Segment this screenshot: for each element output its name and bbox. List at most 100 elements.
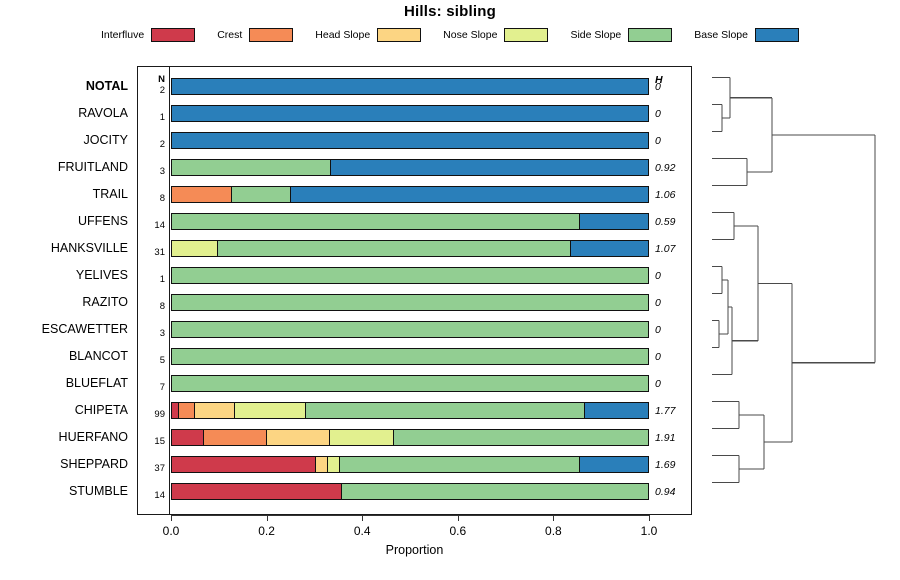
legend-item-side-slope[interactable]: Side Slope — [570, 28, 673, 42]
stacked-bar[interactable] — [171, 293, 649, 311]
bar-segment[interactable] — [234, 402, 306, 418]
h-column-header: H — [655, 74, 663, 86]
bar-segment[interactable] — [172, 240, 219, 256]
bar-segment[interactable] — [340, 456, 580, 472]
stacked-bar[interactable] — [171, 482, 649, 500]
stacked-bar[interactable] — [171, 374, 649, 392]
bar-segment[interactable] — [330, 429, 394, 445]
x-axis-title: Proportion — [385, 543, 444, 557]
x-axis-tick-label: 1.0 — [640, 524, 658, 538]
n-value: 1 — [159, 111, 165, 123]
bar-segment[interactable] — [172, 186, 232, 202]
n-value: 8 — [159, 192, 165, 204]
stacked-bar[interactable] — [171, 77, 649, 95]
y-axis-label-hanksville: HANKSVILLE — [50, 240, 128, 255]
x-axis-line — [171, 515, 649, 516]
legend-item-nose-slope[interactable]: Nose Slope — [443, 28, 549, 42]
x-axis-tick-label: 0.0 — [162, 524, 180, 538]
x-axis-tick — [266, 515, 268, 521]
chart-title: Hills: sibling — [404, 3, 496, 20]
bar-segment[interactable] — [291, 186, 648, 202]
bar-segment[interactable] — [584, 402, 648, 418]
bar-segment[interactable] — [316, 456, 328, 472]
bar-segment[interactable] — [172, 213, 580, 229]
stacked-bar[interactable] — [171, 158, 649, 176]
x-axis-tick — [362, 515, 364, 521]
bar-segment[interactable] — [231, 186, 291, 202]
entropy-value: 0 — [655, 107, 661, 120]
bar-segment[interactable] — [172, 348, 648, 364]
y-axis-label-stumble: STUMBLE — [68, 483, 128, 498]
n-value: 3 — [159, 327, 165, 339]
n-value: 2 — [159, 138, 165, 150]
bar-segment[interactable] — [218, 240, 572, 256]
bar-segment[interactable] — [172, 375, 648, 391]
n-value: 2 — [159, 84, 165, 96]
bar-segment[interactable] — [172, 483, 342, 499]
bar-segment[interactable] — [172, 456, 317, 472]
bar-segment[interactable] — [327, 456, 341, 472]
x-axis-tick — [171, 515, 172, 521]
bar-segment[interactable] — [195, 402, 235, 418]
entropy-value: 0 — [655, 377, 661, 390]
entropy-value: 1.06 — [655, 188, 676, 201]
y-axis-label-trail: TRAIL — [92, 186, 128, 201]
legend-label: Side Slope — [570, 29, 622, 41]
bar-segment[interactable] — [172, 159, 331, 175]
bar-segment[interactable] — [579, 456, 648, 472]
entropy-value: 0.92 — [655, 161, 676, 174]
legend-swatch-icon — [151, 28, 196, 42]
n-value: 15 — [154, 435, 165, 447]
stacked-bar[interactable] — [171, 347, 649, 365]
bar-segment[interactable] — [172, 294, 648, 310]
bar-segment[interactable] — [341, 483, 648, 499]
stacked-bar[interactable] — [171, 266, 649, 284]
bar-segment[interactable] — [172, 78, 648, 94]
entropy-value: 0 — [655, 323, 661, 336]
bar-segment[interactable] — [571, 240, 648, 256]
entropy-value: 0 — [655, 134, 661, 147]
n-value: 31 — [154, 246, 165, 258]
stacked-bar[interactable] — [171, 401, 649, 419]
bar-segment[interactable] — [305, 402, 585, 418]
stacked-bar[interactable] — [171, 104, 649, 122]
y-axis-label-notal: NOTAL — [85, 78, 128, 93]
stacked-bar[interactable] — [171, 428, 649, 446]
bar-segment[interactable] — [330, 159, 648, 175]
bar-segment[interactable] — [172, 132, 648, 148]
entropy-value: 0 — [655, 80, 661, 93]
x-axis: 0.0 0.2 0.4 0.6 0.8 1.0 — [137, 515, 692, 538]
legend-item-interfluve[interactable]: Interfluve — [101, 28, 196, 42]
legend-item-head-slope[interactable]: Head Slope — [315, 28, 422, 42]
entropy-value: 0.59 — [655, 215, 676, 228]
bar-segment[interactable] — [172, 402, 180, 418]
bar-segment[interactable] — [179, 402, 196, 418]
legend-label: Nose Slope — [443, 29, 498, 41]
entropy-value: 0.94 — [655, 485, 676, 498]
legend: Interfluve Crest Head Slope Nose Slope Side … — [0, 25, 900, 45]
bar-segment[interactable] — [172, 105, 648, 121]
bar-segment[interactable] — [172, 429, 204, 445]
bar-segment[interactable] — [393, 429, 648, 445]
legend-label: Head Slope — [315, 29, 371, 41]
legend-label: Interfluve — [101, 29, 145, 41]
n-column-divider — [169, 66, 170, 515]
bar-segment[interactable] — [172, 267, 648, 283]
y-axis-label-fruitland: FRUITLAND — [57, 159, 128, 174]
n-value: 99 — [154, 408, 165, 420]
bar-segment[interactable] — [203, 429, 268, 445]
stacked-bar[interactable] — [171, 320, 649, 338]
bar-segment[interactable] — [579, 213, 648, 229]
stacked-bar[interactable] — [171, 455, 649, 473]
y-axis-label-escawetter: ESCAWETTER — [41, 321, 128, 336]
bar-segment[interactable] — [172, 321, 648, 337]
y-axis-label-chipeta: CHIPETA — [74, 402, 128, 417]
n-value: 14 — [154, 489, 165, 501]
stacked-bar[interactable] — [171, 239, 649, 257]
stacked-bar[interactable] — [171, 185, 649, 203]
legend-item-crest[interactable]: Crest — [217, 28, 294, 42]
stacked-bar[interactable] — [171, 212, 649, 230]
legend-item-base-slope[interactable]: Base Slope — [694, 28, 799, 42]
stacked-bar[interactable] — [171, 131, 649, 149]
bar-segment[interactable] — [267, 429, 331, 445]
